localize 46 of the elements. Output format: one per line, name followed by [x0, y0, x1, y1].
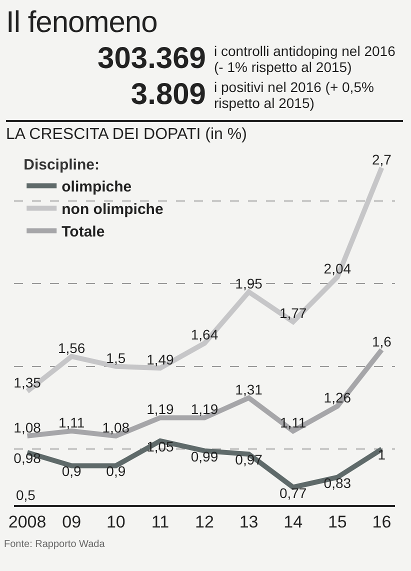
chart-title: Il fenomeno — [6, 6, 158, 40]
data-label: 1,95 — [235, 275, 263, 292]
data-label: 1,08 — [14, 419, 42, 436]
data-label: 1,19 — [190, 401, 218, 418]
data-label: 1,11 — [280, 414, 306, 430]
data-label: 0,98 — [14, 450, 42, 466]
x-tick-label: 15 — [328, 512, 347, 532]
data-label: 1,31 — [235, 381, 263, 398]
data-label: 1,56 — [58, 340, 86, 356]
legend-label: Totale — [62, 224, 105, 241]
chart-subtitle: LA CRESCITA DEI DOPATI (in %) — [6, 120, 403, 144]
text: i positivi nel 2016 (+ 0,5% rispetto al 2015) — [214, 79, 375, 111]
data-label: 1,77 — [279, 305, 307, 322]
data-label: 1,11 — [58, 414, 85, 430]
data-label: 0,99 — [190, 448, 218, 464]
data-label: 1,35 — [14, 374, 42, 391]
text: i controlli antidoping nel 2016 (- 1% rispetto al 2015) — [214, 43, 396, 75]
data-label: 1,19 — [146, 401, 174, 418]
data-label: 1,49 — [146, 352, 174, 368]
text: 3.809 — [130, 78, 206, 112]
legend-title: Discipline: — [24, 156, 100, 174]
x-tick-label: 2008 — [8, 512, 46, 532]
data-label: 2,04 — [324, 260, 352, 277]
x-tick-label: 14 — [284, 512, 303, 532]
x-tick-label: 16 — [372, 512, 392, 532]
annotation: 0,5 — [16, 487, 36, 503]
x-tick-label: 11 — [151, 512, 170, 532]
x-tick-label: 10 — [106, 512, 126, 532]
data-label: 0,9 — [106, 463, 126, 480]
legend-label: non olimpiche — [62, 201, 164, 218]
data-label: 1,26 — [324, 390, 352, 406]
source-note: Fonte: Rapporto Wada — [4, 539, 106, 550]
data-label: 0,9 — [62, 463, 82, 480]
x-tick-label: 12 — [195, 512, 214, 532]
data-label: 1,5 — [106, 350, 126, 366]
x-tick-label: 13 — [239, 512, 258, 532]
data-label: 0,83 — [324, 474, 352, 491]
data-label: 1,08 — [102, 419, 130, 436]
text: 303.369 — [96, 42, 206, 76]
x-tick-label: 09 — [62, 512, 82, 532]
data-label: 1,6 — [372, 333, 392, 350]
data-label: 2,7 — [372, 151, 392, 168]
data-label: 1,64 — [190, 326, 218, 343]
legend-label: olimpiche — [62, 178, 132, 196]
data-label: 1 — [378, 446, 386, 463]
data-label: 0,77 — [279, 484, 307, 501]
